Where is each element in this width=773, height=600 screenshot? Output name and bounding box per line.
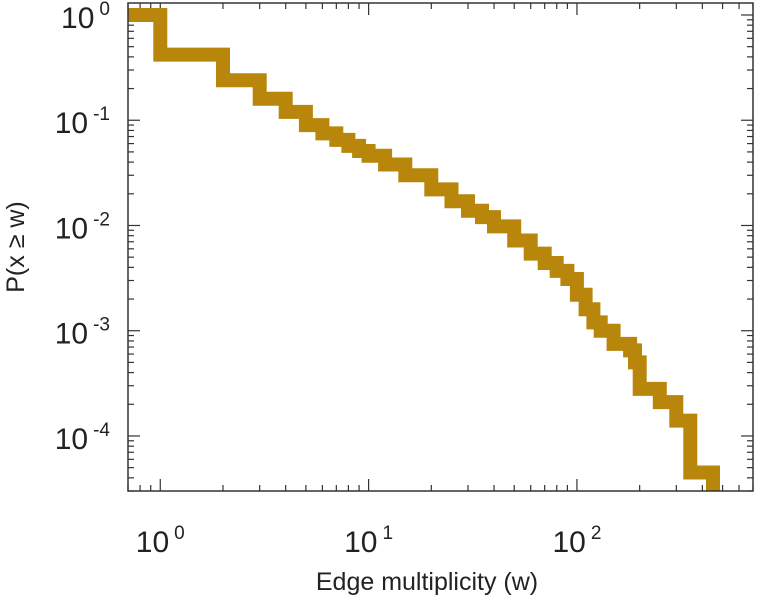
- x-tick-label: 10 1: [344, 523, 393, 559]
- y-axis-title: P(x ≥ w): [2, 201, 30, 293]
- x-axis-title: Edge multiplicity (w): [316, 568, 538, 596]
- y-tick-label: 10 -4: [55, 420, 111, 456]
- series-line-0: [128, 8, 720, 491]
- x-tick-label: 10 0: [136, 523, 185, 559]
- plot-frame: [127, 2, 754, 492]
- series-layer: [128, 8, 720, 491]
- y-tick-label: 10 -2: [55, 209, 110, 245]
- y-tick-label: 10 0: [61, 0, 110, 35]
- y-tick-label: 10 -1: [55, 104, 110, 140]
- x-tick-label: 10 2: [552, 523, 601, 559]
- y-tick-label: 10 -3: [55, 315, 110, 351]
- labels-layer: 10 0 10 1 10 2 10 0 10 -1 10 -2 10 -3 10 -4: [55, 0, 602, 559]
